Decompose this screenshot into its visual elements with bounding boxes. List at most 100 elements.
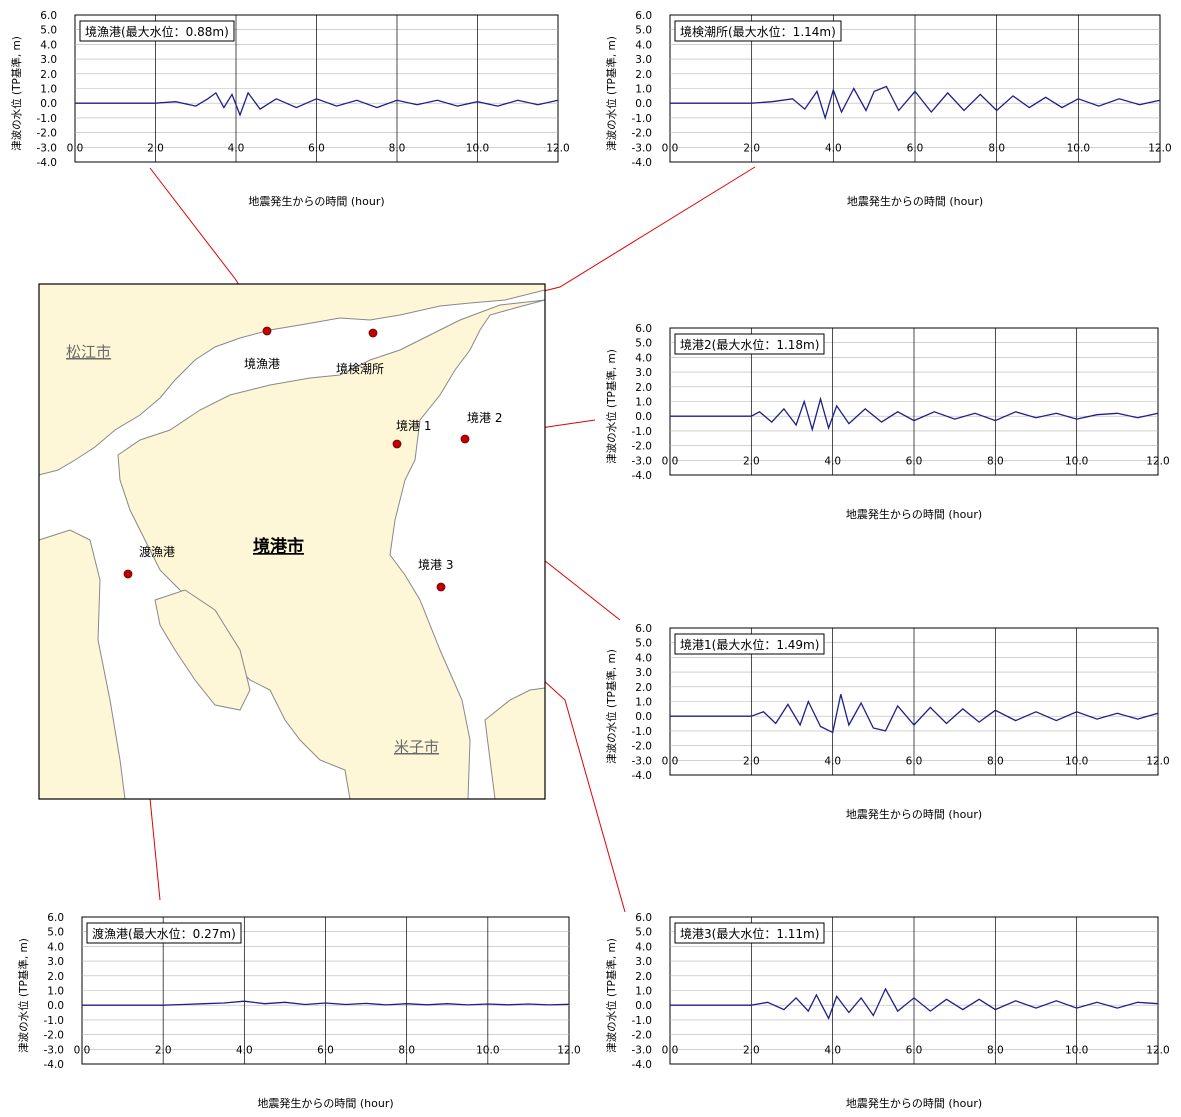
- place-dot-sakai1: [392, 439, 402, 449]
- x-tick-label: 0.0: [74, 1044, 91, 1056]
- chart-title: 境漁港(最大水位：0.88m): [85, 24, 229, 39]
- place-dot-watari: [123, 569, 133, 579]
- y-tick-label: -3.0: [44, 1044, 65, 1056]
- map-frame: [38, 283, 546, 800]
- x-tick-label: 10.0: [466, 142, 489, 154]
- x-axis-label: 地震発生からの時間 (hour): [248, 194, 384, 208]
- x-tick-label: 8.0: [987, 455, 1004, 467]
- city-label-sakaiminato: 境港市: [253, 536, 304, 557]
- y-axis-label: 津波の水位 (TP基準, m): [605, 349, 618, 464]
- x-tick-label: 4.0: [824, 455, 841, 467]
- y-tick-label: -4.0: [37, 157, 58, 169]
- y-tick-label: 0.0: [635, 1000, 652, 1012]
- series-line: [82, 1000, 570, 1006]
- y-tick-label: 1.0: [635, 84, 652, 96]
- series-line: [670, 396, 1159, 432]
- x-tick-label: 0.0: [662, 1044, 679, 1056]
- chart-2: 6.0 5.0 4.0 3.0 2.0 1.0 0.0 -1.0 -2.0 -3.0 -4.0 0.0…: [605, 10, 1172, 208]
- y-tick-label: 3.0: [635, 54, 652, 66]
- y-tick-label: 0.0: [47, 1000, 64, 1012]
- y-tick-label: -1.0: [632, 1015, 653, 1027]
- x-tick-label: 6.0: [906, 455, 923, 467]
- y-tick-label: 2.0: [635, 682, 652, 694]
- x-tick-label: 12.0: [1146, 455, 1169, 467]
- x-tick-label: 4.0: [824, 755, 841, 767]
- x-tick-label: 2.0: [155, 1044, 172, 1056]
- map-land-sakaiminato: [117, 299, 546, 800]
- series-line: [75, 91, 559, 117]
- chart-6: 6.0 5.0 4.0 3.0 2.0 1.0 0.0 -1.0 -2.0 -3.0 -4.0 0.0…: [605, 912, 1170, 1110]
- x-tick-label: 4.0: [236, 1044, 253, 1056]
- place-dot-sakai3: [436, 582, 446, 592]
- y-tick-label: 4.0: [635, 39, 652, 51]
- y-tick-label: 3.0: [47, 956, 64, 968]
- y-tick-label: 1.0: [635, 697, 652, 709]
- y-tick-label: -2.0: [37, 128, 58, 140]
- y-tick-label: -1.0: [37, 113, 58, 125]
- x-tick-label: 10.0: [1065, 1044, 1088, 1056]
- x-tick-label: 4.0: [825, 142, 842, 154]
- y-tick-label: 6.0: [635, 912, 652, 924]
- chart-3: 6.0 5.0 4.0 3.0 2.0 1.0 0.0 -1.0 -2.0 -3.0 -4.0 0.0…: [605, 323, 1170, 521]
- city-label-yonago: 米子市: [394, 738, 439, 756]
- chart-5: 6.0 5.0 4.0 3.0 2.0 1.0 0.0 -1.0 -2.0 -3.0 -4.0 0.0…: [17, 912, 581, 1110]
- chart-title: 境港2(最大水位：1.18m): [680, 337, 819, 352]
- x-tick-label: 6.0: [906, 755, 923, 767]
- chart-1: 6.0 5.0 4.0 3.0 2.0 1.0 0.0 -1.0 -2.0 -3.0 -4.0 0.0…: [10, 10, 570, 208]
- y-tick-label: -3.0: [632, 1044, 653, 1056]
- y-tick-label: 1.0: [47, 986, 64, 998]
- y-tick-label: 0.0: [635, 98, 652, 110]
- y-tick-label: -4.0: [632, 770, 653, 782]
- x-axis-label: 地震発生からの時間 (hour): [257, 1096, 393, 1110]
- x-axis-label: 地震発生からの時間 (hour): [847, 194, 983, 208]
- y-tick-label: 6.0: [635, 623, 652, 635]
- y-tick-label: 5.0: [635, 638, 652, 650]
- y-tick-label: -2.0: [632, 741, 653, 753]
- y-tick-label: -1.0: [44, 1015, 65, 1027]
- chart-4: 6.0 5.0 4.0 3.0 2.0 1.0 0.0 -1.0 -2.0 -3.0 -4.0 0.0…: [605, 623, 1170, 821]
- y-tick-label: 2.0: [635, 971, 652, 983]
- y-tick-label: -4.0: [44, 1059, 65, 1071]
- y-tick-label: -4.0: [632, 1059, 653, 1071]
- y-tick-label: 2.0: [635, 382, 652, 394]
- y-tick-label: 3.0: [635, 667, 652, 679]
- y-tick-label: -3.0: [37, 142, 58, 154]
- x-tick-label: 4.0: [824, 1044, 841, 1056]
- y-tick-label: 4.0: [635, 652, 652, 664]
- chart-title-box: [674, 633, 825, 655]
- chart-title-box: [79, 20, 235, 42]
- x-tick-label: 12.0: [1146, 755, 1169, 767]
- y-tick-label: -2.0: [632, 441, 653, 453]
- x-tick-label: 6.0: [317, 1044, 334, 1056]
- y-tick-label: 5.0: [635, 338, 652, 350]
- y-axis-label: 津波の水位 (TP基準, m): [10, 36, 23, 151]
- chart-title: 渡漁港(最大水位：0.27m): [92, 926, 236, 941]
- y-tick-label: 6.0: [635, 323, 652, 335]
- x-tick-label: 10.0: [1067, 142, 1090, 154]
- x-tick-label: 2.0: [743, 1044, 760, 1056]
- x-tick-label: 8.0: [987, 755, 1004, 767]
- y-tick-label: 5.0: [40, 25, 57, 37]
- y-tick-label: 0.0: [635, 711, 652, 723]
- y-tick-label: 4.0: [40, 39, 57, 51]
- y-tick-label: 5.0: [635, 927, 652, 939]
- y-axis-label: 津波の水位 (TP基準, m): [605, 36, 618, 151]
- place-label-sakai3: 境港 3: [418, 557, 453, 572]
- chart-title-box: [674, 922, 825, 944]
- x-tick-label: 4.0: [228, 142, 245, 154]
- x-tick-label: 10.0: [1065, 455, 1088, 467]
- x-axis-label: 地震発生からの時間 (hour): [846, 1096, 982, 1110]
- x-tick-label: 0.0: [662, 755, 679, 767]
- place-label-sakai2: 境港 2: [467, 410, 502, 425]
- x-tick-label: 8.0: [389, 142, 406, 154]
- map-land-island: [154, 589, 251, 711]
- y-tick-label: 2.0: [635, 69, 652, 81]
- y-tick-label: 1.0: [40, 84, 57, 96]
- y-tick-label: -2.0: [44, 1030, 65, 1042]
- x-tick-label: 2.0: [147, 142, 164, 154]
- y-tick-label: -1.0: [632, 113, 653, 125]
- chart-title: 境港1(最大水位：1.49m): [680, 637, 819, 652]
- y-tick-label: 0.0: [635, 411, 652, 423]
- x-tick-label: 0.0: [67, 142, 84, 154]
